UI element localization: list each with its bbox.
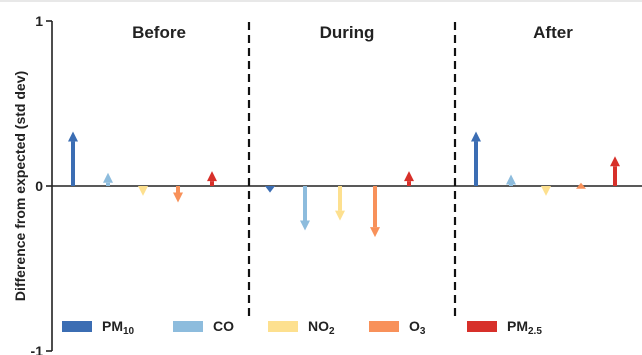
arrow-marks — [68, 131, 620, 238]
legend-swatch — [369, 321, 399, 332]
legend-swatch — [173, 321, 203, 332]
arrow-pm10-after — [471, 131, 481, 186]
arrow-co-after — [506, 174, 516, 186]
legend-label: CO — [213, 318, 234, 334]
legend-swatch — [268, 321, 298, 332]
arrow-no2-after — [541, 186, 551, 196]
legend-item-pm25: PM2.5 — [467, 318, 542, 337]
arrow-pm25-during — [404, 171, 414, 186]
legend-item-no2: NO2 — [268, 318, 335, 337]
arrow-co-before — [103, 172, 113, 186]
arrow-pm25-after — [610, 156, 620, 186]
y-axis-label: Difference from expected (std dev) — [12, 71, 28, 301]
arrow-co-during — [300, 186, 310, 231]
legend-item-o3: O3 — [369, 318, 426, 337]
arrow-o3-during — [370, 186, 380, 238]
legend-label: PM10 — [102, 318, 135, 337]
arrow-pm10-during — [265, 186, 275, 193]
panel-title-during: During — [320, 23, 375, 42]
panels: Before During After — [132, 22, 573, 320]
arrow-no2-during — [335, 186, 345, 221]
arrow-pm10-before — [68, 131, 78, 186]
panel-title-after: After — [533, 23, 573, 42]
panel-title-before: Before — [132, 23, 186, 42]
legend-swatch — [62, 321, 92, 332]
y-tick-label: -1 — [31, 343, 44, 355]
arrow-pm25-before — [207, 171, 217, 186]
y-tick-label: 1 — [35, 13, 43, 29]
arrow-o3-before — [173, 186, 183, 203]
legend-label: O3 — [409, 318, 426, 337]
arrow-no2-before — [138, 186, 148, 196]
legend-label: NO2 — [308, 318, 335, 337]
legend: PM10 CO NO2 O3 PM2.5 — [62, 318, 542, 337]
legend-item-co: CO — [173, 318, 234, 334]
arrow-o3-after — [576, 182, 586, 189]
legend-swatch — [467, 321, 497, 332]
legend-label: PM2.5 — [507, 318, 542, 337]
legend-item-pm10: PM10 — [62, 318, 135, 337]
y-tick-label: 0 — [35, 178, 43, 194]
